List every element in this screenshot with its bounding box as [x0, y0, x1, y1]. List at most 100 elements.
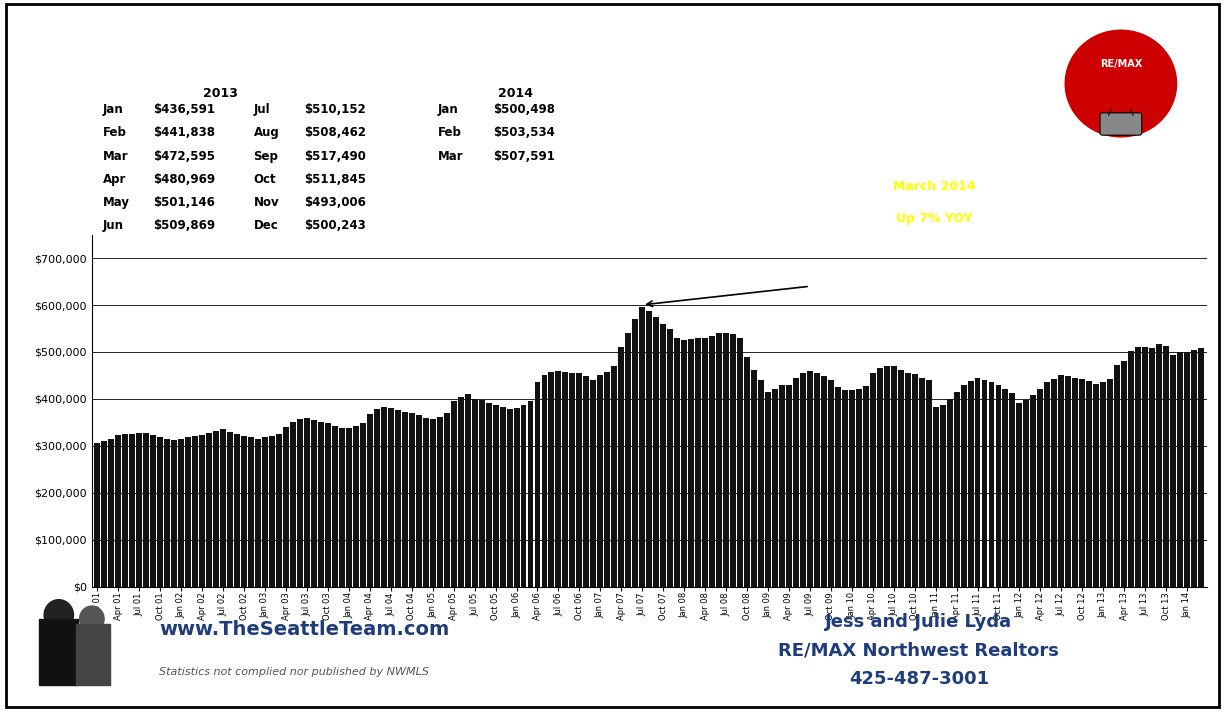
- Text: Feb: Feb: [437, 127, 462, 139]
- Bar: [1079, 379, 1085, 587]
- Bar: [604, 372, 610, 587]
- Bar: [960, 385, 967, 587]
- Bar: [402, 412, 408, 587]
- Bar: [241, 437, 247, 587]
- Bar: [709, 336, 715, 587]
- Bar: [1066, 376, 1072, 587]
- Circle shape: [80, 606, 104, 631]
- Bar: [332, 426, 338, 587]
- Bar: [883, 366, 889, 587]
- Text: Residential: Residential: [1087, 110, 1155, 124]
- Text: 2001 - 2014: 2001 - 2014: [538, 117, 687, 137]
- Text: May: May: [103, 196, 130, 209]
- Bar: [828, 380, 834, 587]
- Bar: [136, 433, 142, 587]
- Bar: [507, 410, 512, 587]
- Bar: [1128, 351, 1134, 587]
- Bar: [1072, 378, 1078, 587]
- Bar: [975, 378, 980, 587]
- Bar: [415, 415, 421, 587]
- Text: $595,339: $595,339: [902, 145, 967, 158]
- Bar: [625, 333, 631, 587]
- Bar: [1164, 346, 1169, 587]
- Text: $441,838: $441,838: [153, 127, 216, 139]
- Bar: [353, 426, 359, 587]
- Bar: [717, 333, 722, 587]
- Text: March 2014: March 2014: [893, 180, 975, 193]
- Bar: [1030, 395, 1036, 587]
- Bar: [1009, 393, 1016, 587]
- Bar: [76, 624, 110, 685]
- Bar: [598, 375, 604, 587]
- Bar: [862, 386, 869, 587]
- Bar: [130, 434, 135, 587]
- Bar: [109, 439, 114, 587]
- Text: Peak of Market: Peak of Market: [881, 87, 987, 100]
- Bar: [430, 419, 436, 587]
- Bar: [339, 428, 345, 587]
- Bar: [953, 392, 959, 587]
- Bar: [583, 376, 589, 587]
- Text: Apr: Apr: [103, 173, 126, 186]
- Text: Up 7% YOY: Up 7% YOY: [895, 212, 973, 225]
- Text: $501,146: $501,146: [153, 196, 216, 209]
- Text: Mar: Mar: [437, 149, 463, 163]
- Bar: [668, 329, 674, 587]
- Bar: [681, 341, 687, 587]
- Bar: [311, 420, 317, 587]
- Bar: [94, 444, 100, 587]
- Text: RE/MAX Northwest Realtors: RE/MAX Northwest Realtors: [778, 641, 1060, 660]
- Bar: [1107, 379, 1114, 587]
- Bar: [164, 439, 170, 587]
- Bar: [394, 410, 401, 587]
- Text: Sep: Sep: [254, 149, 278, 163]
- Text: Statistics not complied nor published by NWMLS: Statistics not complied nor published by…: [159, 667, 429, 677]
- Bar: [472, 399, 478, 587]
- Text: Jul: Jul: [254, 103, 271, 117]
- Bar: [898, 370, 904, 587]
- Bar: [702, 338, 708, 587]
- Text: Feb: Feb: [103, 127, 127, 139]
- Text: July 2007: July 2007: [902, 116, 967, 129]
- Bar: [325, 423, 331, 587]
- Text: $500,243: $500,243: [304, 219, 365, 232]
- Bar: [849, 390, 855, 587]
- Bar: [758, 380, 764, 587]
- Bar: [451, 401, 457, 587]
- Text: 2013: 2013: [202, 87, 238, 100]
- Bar: [479, 400, 485, 587]
- Bar: [611, 366, 617, 587]
- Bar: [813, 373, 820, 587]
- Text: Mar: Mar: [103, 149, 129, 163]
- Bar: [989, 383, 995, 587]
- Text: $500,498: $500,498: [494, 103, 555, 117]
- Bar: [919, 378, 925, 587]
- Bar: [276, 434, 282, 587]
- Bar: [151, 435, 157, 587]
- Bar: [695, 338, 701, 587]
- Text: $510,152: $510,152: [304, 103, 365, 117]
- Bar: [206, 433, 212, 587]
- Bar: [249, 437, 254, 587]
- Bar: [932, 407, 938, 587]
- Bar: [905, 373, 910, 587]
- Bar: [562, 372, 568, 587]
- Text: Nov: Nov: [254, 196, 279, 209]
- Bar: [227, 432, 233, 587]
- Text: $517,490: $517,490: [304, 149, 365, 163]
- Bar: [374, 410, 380, 587]
- Bar: [1156, 343, 1163, 587]
- Bar: [157, 437, 163, 587]
- Bar: [911, 375, 918, 587]
- Bar: [1051, 379, 1057, 587]
- Bar: [270, 437, 276, 587]
- Bar: [737, 338, 744, 587]
- Bar: [632, 319, 638, 587]
- Bar: [786, 385, 791, 587]
- Bar: [744, 357, 750, 587]
- Bar: [283, 427, 289, 587]
- Bar: [485, 402, 491, 587]
- Text: 425-487-3001: 425-487-3001: [849, 670, 989, 688]
- Text: $503,534: $503,534: [494, 127, 555, 139]
- Bar: [1115, 365, 1120, 587]
